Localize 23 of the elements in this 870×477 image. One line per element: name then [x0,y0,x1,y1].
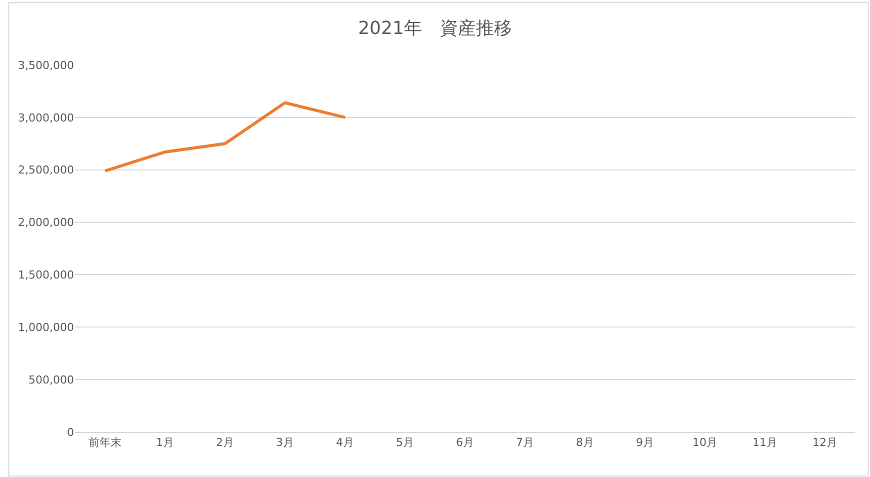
y-tick-label: 3,500,000 [18,58,74,72]
chart-title: 2021年 資産推移 [358,18,512,40]
x-tick-label: 2月 [216,436,234,450]
x-tick-label: 8月 [576,436,594,450]
y-tick-label: 500,000 [28,373,74,386]
x-tick-label: 前年末 [88,436,122,450]
x-tick-label: 4月 [336,436,354,450]
line-series [104,101,346,172]
y-tick-label: 2,000,000 [18,216,74,230]
y-tick-label: 3,000,000 [18,111,74,124]
x-tick-label: 7月 [516,436,534,450]
x-tick-label: 9月 [636,436,654,450]
x-tick-label: 3月 [276,436,294,450]
x-tick-label: 1月 [156,436,174,450]
x-tick-label: 5月 [396,436,414,450]
y-tick-label: 1,500,000 [18,268,74,282]
y-tick-label: 1,000,000 [18,320,74,334]
y-tick-label: 2,500,000 [18,164,74,177]
y-tick-label: 0 [67,426,74,439]
x-tick-label: 10月 [692,436,718,450]
x-tick-label: 11月 [752,436,778,450]
x-tick-label: 6月 [456,436,474,450]
x-tick-label: 12月 [812,436,838,450]
